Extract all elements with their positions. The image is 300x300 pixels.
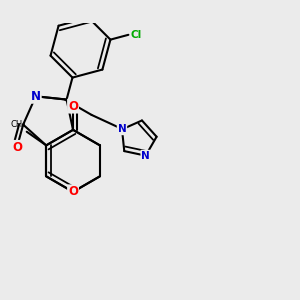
Text: N: N xyxy=(118,124,126,134)
Text: N: N xyxy=(31,90,41,103)
Text: Cl: Cl xyxy=(130,30,142,40)
Text: O: O xyxy=(68,100,78,112)
Text: O: O xyxy=(12,141,22,154)
Text: O: O xyxy=(68,185,78,198)
Text: CH₃: CH₃ xyxy=(10,120,26,129)
Text: N: N xyxy=(141,151,150,160)
